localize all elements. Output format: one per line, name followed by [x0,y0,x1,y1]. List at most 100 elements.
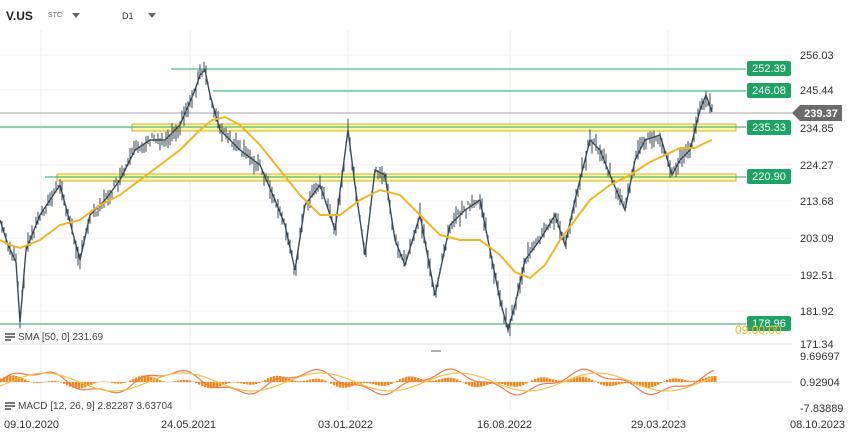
macd-bar [414,377,417,382]
macd-bar [27,380,30,382]
macd-bar [657,382,660,385]
price-tick: 171.34 [800,339,834,351]
menu-icon[interactable] [5,402,15,410]
price-tick: 213.68 [800,196,834,208]
time-axis[interactable]: 09.10.2020 24.05.2021 03.01.2022 16.08.2… [4,419,845,431]
macd-bar [261,381,264,382]
macd-bar [681,379,684,382]
macd-bar [390,382,393,385]
chevron-down-icon[interactable] [72,13,80,18]
macd-bar [462,382,465,383]
macd-bar [513,382,516,387]
macd-bar [24,379,27,382]
price-axis[interactable]: 256.03 245.44 234.85 224.27 213.68 203.0… [800,50,834,351]
level-badge[interactable]: 178.96 [747,316,791,331]
macd-bar [678,378,681,382]
chevron-down-icon[interactable] [148,13,156,18]
macd-bar [39,382,42,383]
macd-bar [423,379,426,382]
macd-bar [282,376,285,382]
menu-icon[interactable] [5,333,15,341]
macd-bar [354,382,357,386]
macd-bar [645,382,648,388]
macd-bar [660,382,663,384]
macd-bar [270,377,273,382]
time-tick: 24.05.2021 [161,419,216,431]
macd-bar [306,380,309,382]
macd-bar [252,382,255,385]
level-badge-text: 178.96 [752,318,786,330]
macd-bar [78,382,81,389]
macd-bar [618,382,621,385]
macd-bar [231,382,234,383]
macd-legend[interactable]: MACD [12, 26, 9] 2.82287 3.63704 [18,401,173,412]
level-badge[interactable]: 220.90 [747,169,791,184]
macd-bar [606,382,609,387]
macd-bar [585,377,588,382]
macd-bar [189,380,192,382]
macd-bar [468,382,471,386]
macd-bar [666,379,669,382]
macd-bar [576,377,579,382]
macd-bar [324,380,327,382]
macd-bar [444,377,447,382]
macd-bar [690,381,693,382]
macd-bar [372,382,375,385]
macd-bar [177,380,180,382]
macd-bar [594,381,597,382]
level-badge[interactable]: 235.33 [747,120,791,135]
macd-bar [6,376,9,382]
macd-bar [552,379,555,382]
sma-legend-value: 231.69 [72,332,104,343]
macd-bar [501,382,504,385]
time-tick: 29.03.2023 [631,419,686,431]
macd-bar [159,380,162,382]
pane-resize-handle[interactable] [431,350,441,352]
macd-bar [330,382,333,384]
macd-bar [429,380,432,382]
current-price-badge[interactable]: 239.37 [792,105,842,121]
macd-bar [378,382,381,386]
macd-bar [297,381,300,382]
level-badge[interactable]: 252.39 [747,61,791,76]
macd-bar [339,382,342,388]
macd-bar [51,380,54,382]
macd-bar [465,382,468,385]
sma-legend-params: [50, 0] [41,332,70,343]
macd-bar [219,382,222,387]
sma-legend[interactable]: SMA [50, 0] 231.69 [18,332,103,343]
macd-bar [615,382,618,386]
macd-bar [240,382,243,384]
macd-bar [471,382,474,387]
timeframe-selector[interactable]: D1 [122,11,134,21]
macd-bar [120,382,123,384]
macd-bar [198,382,201,385]
macd-bar [246,382,249,385]
macd-bar [243,382,246,384]
symbol-selector[interactable]: V.US [6,9,33,23]
macd-bar [186,379,189,382]
price-candles [1,61,713,337]
macd-bar [447,377,450,382]
macd-bar [351,382,354,387]
time-tick: 16.08.2022 [477,419,532,431]
macd-bar [228,382,231,384]
macd-bar [48,381,51,382]
level-lines [0,68,746,325]
macd-bar [450,377,453,382]
macd-bar [654,382,657,387]
macd-bar [612,382,615,386]
macd-bar [630,382,633,384]
macd-bar [75,382,78,389]
macd-bar [573,377,576,382]
macd-bar [3,377,6,382]
macd-bar [600,382,603,385]
macd-axis[interactable]: 9.69697 0.92904 -7.83889 [800,351,843,415]
macd-bar [123,382,126,383]
macd-bar [150,376,153,382]
sma-series [0,115,713,280]
macd-bar [702,378,705,382]
level-badge[interactable]: 246.08 [747,83,791,98]
macd-bar [609,382,612,387]
